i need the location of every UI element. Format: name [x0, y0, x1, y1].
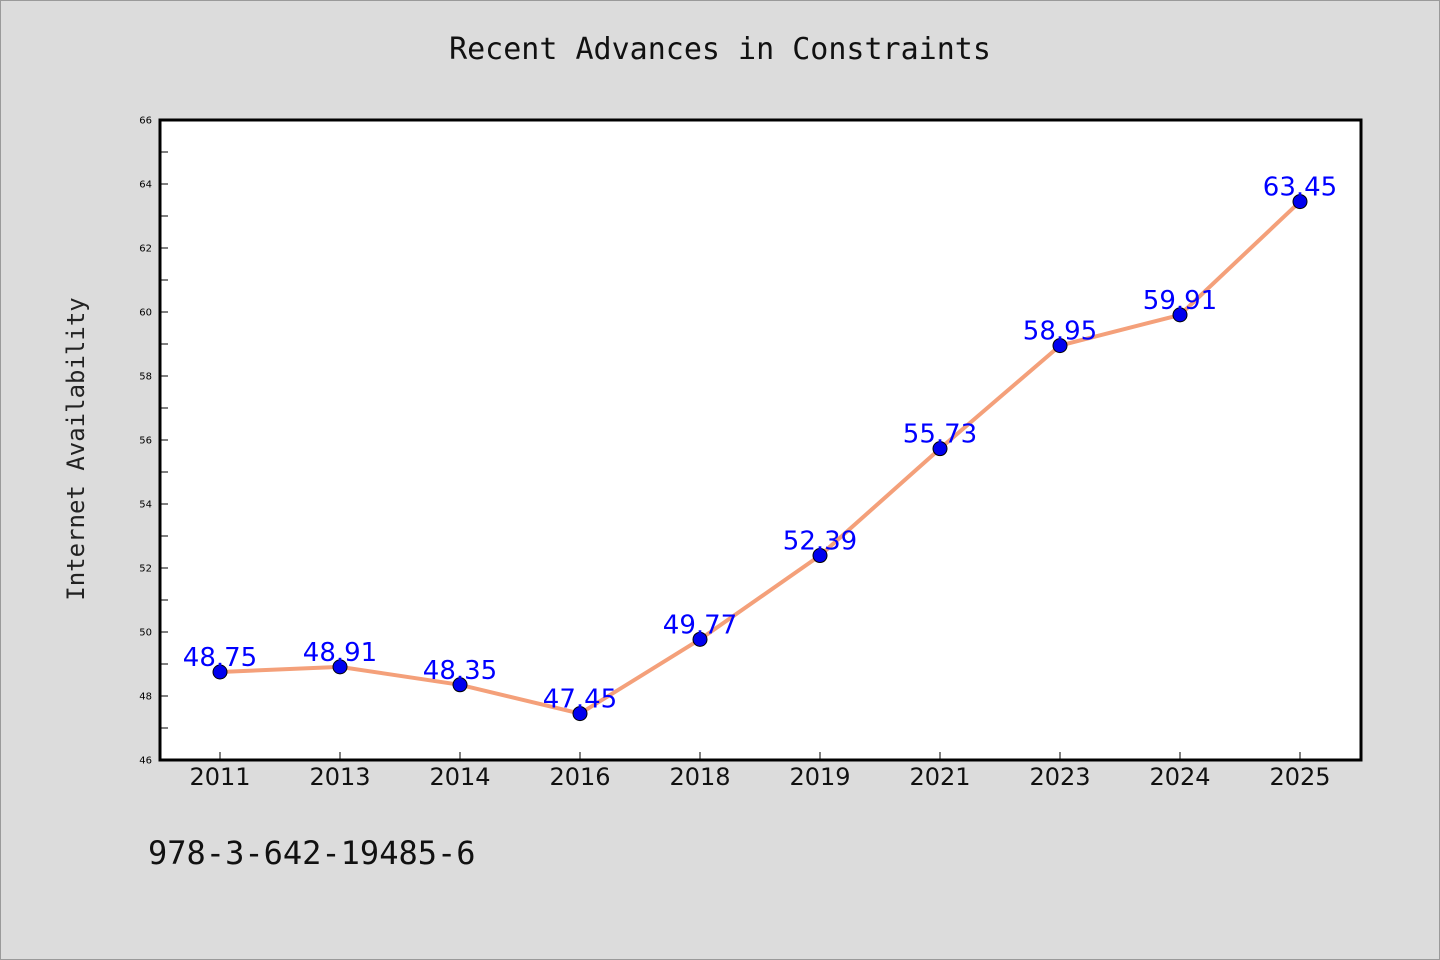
x-tick-label: 2024: [1149, 763, 1210, 791]
data-point: [812, 548, 828, 564]
x-tick-label: 2021: [909, 763, 970, 791]
y-tick-label: 52: [139, 564, 152, 575]
data-label: 48.91: [303, 638, 377, 668]
x-tick-label: 2013: [309, 763, 370, 791]
data-label: 55.73: [903, 420, 977, 450]
data-point: [452, 677, 468, 693]
data-label: 52.39: [783, 527, 857, 557]
data-point: [212, 664, 228, 680]
y-tick-label: 64: [139, 180, 152, 191]
y-tick-label: 62: [139, 244, 152, 255]
chart-title: Recent Advances in Constraints: [449, 32, 991, 67]
y-tick-label: 54: [139, 500, 152, 511]
data-label: 59.91: [1143, 286, 1217, 316]
y-tick-label: 60: [139, 308, 152, 319]
y-tick-label: 50: [139, 628, 152, 639]
y-tick-label: 56: [139, 436, 152, 447]
data-label: 48.35: [423, 656, 497, 686]
x-tick-label: 2019: [789, 763, 850, 791]
data-point: [692, 631, 708, 647]
data-point: [1052, 338, 1068, 354]
data-point: [332, 659, 348, 675]
data-point: [572, 706, 588, 722]
data-point: [1292, 194, 1308, 210]
data-label: 48.75: [183, 643, 257, 673]
x-tick-label: 2023: [1029, 763, 1090, 791]
data-label: 58.95: [1023, 317, 1097, 347]
data-point: [932, 441, 948, 457]
series-line: [218, 199, 1302, 716]
data-label: 49.77: [663, 610, 737, 640]
data-point: [1172, 307, 1188, 323]
y-tick-label: 48: [139, 692, 152, 703]
x-tick-label: 2025: [1269, 763, 1330, 791]
isbn-text: 978-3-642-19485-6: [148, 834, 476, 872]
plot-border: [158, 118, 1363, 762]
data-label: 63.45: [1263, 173, 1337, 203]
x-tick-label: 2016: [549, 763, 610, 791]
y-tick-label: 66: [139, 116, 152, 127]
y-tick-label: 58: [139, 372, 152, 383]
plot-area: [160, 120, 1361, 760]
x-tick-label: 2011: [189, 763, 250, 791]
y-tick-label: 46: [139, 756, 152, 767]
data-label: 47.45: [543, 685, 617, 715]
x-tick-label: 2018: [669, 763, 730, 791]
x-tick-label: 2014: [429, 763, 490, 791]
